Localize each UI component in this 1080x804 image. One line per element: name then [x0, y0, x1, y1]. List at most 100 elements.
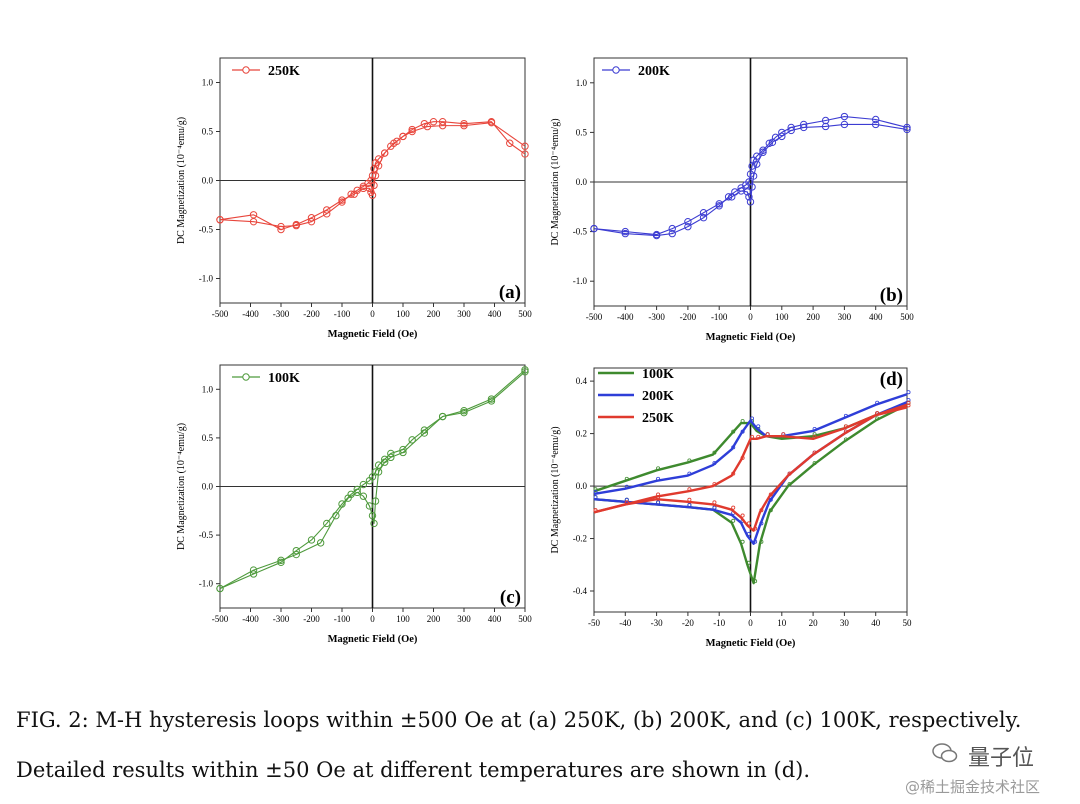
legend-label: 200K — [638, 64, 670, 79]
data-point — [712, 500, 717, 505]
x-tick-label: -50 — [588, 618, 600, 628]
data-point — [460, 408, 468, 417]
data-point — [875, 400, 880, 405]
data-point — [753, 579, 758, 584]
data-point — [368, 511, 377, 520]
data-point — [307, 214, 316, 222]
legend-label: 250K — [268, 64, 300, 79]
data-point — [652, 230, 661, 239]
data-point — [656, 476, 661, 481]
data-point — [359, 184, 368, 193]
data-point — [687, 503, 692, 508]
data-point — [353, 488, 361, 497]
x-tick-label: 100 — [396, 614, 410, 624]
data-point — [687, 458, 692, 463]
legend-marker — [242, 373, 250, 381]
data-point — [759, 146, 767, 154]
x-axis-label: Magnetic Field (Oe) — [706, 332, 796, 343]
data-point — [746, 560, 751, 565]
panel-b: -500 -400 -300 -200 -100 0 100 200 300 400 500 -1.0… — [550, 57, 914, 343]
y-tick-label: -1.0 — [199, 274, 214, 284]
y-tick-label: 0.0 — [576, 481, 588, 491]
watermark-site: @稀土掘金技术社区 — [905, 778, 1041, 796]
x-tick-label: 0 — [748, 618, 753, 628]
data-point — [687, 487, 692, 492]
data-point — [521, 366, 529, 374]
data-point — [787, 126, 795, 135]
data-point — [906, 398, 911, 403]
data-point — [621, 227, 629, 236]
panel-label: (a) — [499, 282, 521, 303]
y-tick-label: 0.0 — [202, 482, 214, 492]
x-axis-label: Magnetic Field (Oe) — [706, 638, 796, 649]
data-point — [712, 505, 717, 510]
data-point — [684, 217, 692, 226]
data-point — [521, 142, 529, 150]
data-point — [593, 489, 598, 494]
data-point — [423, 122, 432, 131]
x-axis-label: Magnetic Field (Oe) — [328, 634, 418, 645]
data-point — [656, 466, 661, 471]
data-point — [593, 508, 598, 513]
data-point — [765, 432, 770, 437]
x-tick-label: 200 — [427, 614, 441, 624]
y-tick-label: 0.4 — [576, 376, 588, 386]
data-point — [768, 508, 773, 513]
data-point — [460, 121, 468, 130]
data-point — [731, 471, 736, 476]
y-tick-label: 1.0 — [576, 78, 588, 88]
x-tick-label: 500 — [518, 614, 532, 624]
data-point — [753, 160, 761, 168]
x-tick-label: 100 — [775, 312, 789, 322]
data-point — [621, 229, 629, 238]
data-point — [370, 519, 378, 528]
data-point — [781, 432, 786, 437]
x-tick-label: 400 — [869, 312, 883, 322]
x-tick-label: -300 — [273, 614, 290, 624]
x-tick-label: 200 — [806, 312, 820, 322]
data-point — [768, 138, 777, 147]
x-tick-label: -500 — [586, 312, 603, 322]
data-point — [656, 500, 661, 505]
x-tick-label: -30 — [651, 618, 663, 628]
data-point — [429, 118, 438, 126]
y-tick-label: 0.2 — [576, 429, 587, 439]
data-point — [812, 426, 817, 431]
data-point — [731, 445, 736, 450]
data-point — [812, 450, 817, 455]
data-point — [712, 482, 717, 487]
data-point — [624, 484, 629, 489]
data-point — [740, 539, 745, 544]
x-tick-label: 0 — [370, 309, 375, 319]
data-point — [216, 584, 224, 593]
data-point — [399, 448, 407, 457]
x-tick-label: -500 — [212, 614, 229, 624]
series-line — [593, 403, 908, 532]
data-point — [840, 120, 849, 129]
data-point — [487, 397, 496, 405]
y-tick-label: -0.4 — [573, 586, 588, 596]
data-point — [872, 115, 880, 124]
x-tick-label: -400 — [617, 312, 634, 322]
x-tick-label: -500 — [212, 309, 229, 319]
y-tick-label: 0.5 — [576, 127, 588, 137]
data-point — [765, 139, 773, 148]
data-point — [399, 132, 407, 141]
data-point — [843, 413, 848, 418]
data-point — [787, 471, 792, 476]
x-tick-label: -20 — [682, 618, 694, 628]
data-point — [438, 121, 447, 130]
y-axis-label: DC Magnetization (10⁻⁴emu/g) — [176, 117, 187, 244]
data-point — [768, 492, 773, 497]
data-point — [746, 198, 755, 206]
legend-label: 250K — [642, 411, 674, 426]
data-point — [875, 416, 880, 421]
x-tick-label: 20 — [809, 618, 819, 628]
data-point — [624, 476, 629, 481]
data-point — [367, 188, 375, 196]
data-point — [656, 492, 661, 497]
x-axis-label: Magnetic Field (Oe) — [328, 329, 418, 340]
data-point — [759, 521, 764, 526]
data-point — [624, 497, 629, 502]
x-tick-label: 0 — [748, 312, 753, 322]
